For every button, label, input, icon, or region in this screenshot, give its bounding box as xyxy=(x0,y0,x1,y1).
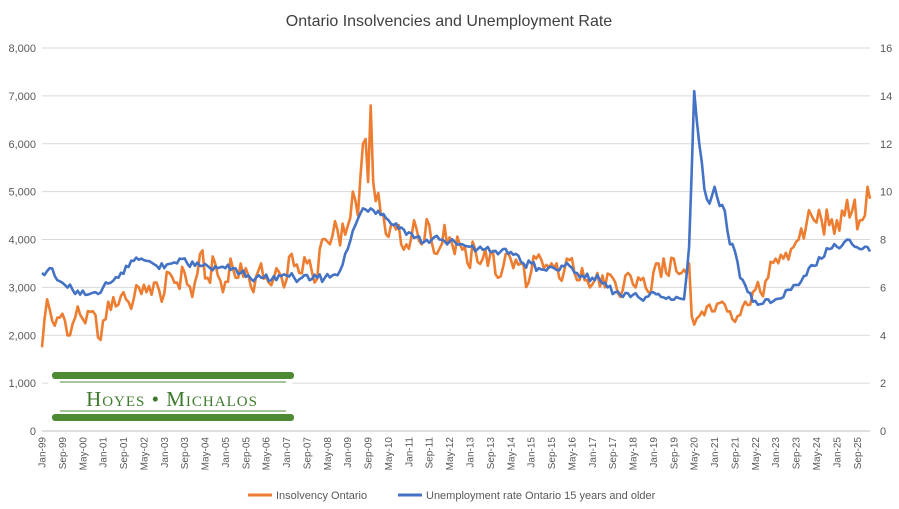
y-right-tick-label: 6 xyxy=(880,282,886,294)
x-tick-label: May-10 xyxy=(384,437,395,471)
x-tick-label: May-16 xyxy=(567,437,578,471)
x-tick-label: May-08 xyxy=(323,437,334,471)
x-tick-label: May-12 xyxy=(445,437,456,471)
y-right-tick-label: 12 xyxy=(880,139,892,151)
y-axis-right: 0 2 4 6 8 10 12 14 16 xyxy=(880,43,892,438)
x-tick-label: Jan-21 xyxy=(710,437,721,468)
legend-label: Unemployment rate Ontario 15 years and o… xyxy=(426,490,656,502)
chart-title: Ontario Insolvencies and Unemployment Ra… xyxy=(286,13,612,30)
x-tick-label: Sep-99 xyxy=(58,437,69,470)
x-tick-label: Jan-07 xyxy=(282,437,293,468)
x-tick-label: May-04 xyxy=(201,437,212,471)
x-tick-label: May-20 xyxy=(690,437,701,471)
y-left-tick-label: 3,000 xyxy=(8,282,36,294)
x-tick-label: Jan-19 xyxy=(649,437,660,468)
logo-text: Hoyes • Michalos xyxy=(86,387,258,411)
y-right-tick-label: 10 xyxy=(880,187,892,199)
x-tick-label: Jan-15 xyxy=(527,437,538,468)
y-left-tick-label: 8,000 xyxy=(8,43,36,55)
x-tick-label: Sep-19 xyxy=(669,437,680,470)
y-right-tick-label: 2 xyxy=(880,378,886,390)
x-tick-label: Sep-23 xyxy=(792,437,803,470)
unemployment-series-line xyxy=(41,89,872,307)
x-tick-label: Sep-17 xyxy=(608,437,619,470)
insolvency-series-line xyxy=(40,104,872,348)
x-tick-label: May-02 xyxy=(139,437,150,471)
x-tick-label: May-06 xyxy=(262,437,273,471)
x-tick-label: Jan-09 xyxy=(343,437,354,468)
x-tick-label: Sep-15 xyxy=(547,437,558,470)
y-left-tick-label: 4,000 xyxy=(8,235,36,247)
y-right-tick-label: 16 xyxy=(880,43,892,55)
y-right-tick-label: 14 xyxy=(880,91,892,103)
y-left-tick-label: 2,000 xyxy=(8,330,36,342)
x-tick-label: Sep-21 xyxy=(730,437,741,470)
y-left-tick-label: 7,000 xyxy=(8,91,36,103)
x-tick-label: Jan-99 xyxy=(38,437,49,468)
x-tick-label: Sep-01 xyxy=(119,437,130,470)
y-left-tick-label: 0 xyxy=(30,426,36,438)
legend-label: Insolvency Ontario xyxy=(276,490,367,502)
x-tick-label: Sep-03 xyxy=(180,437,191,470)
y-left-tick-label: 1,000 xyxy=(8,378,36,390)
x-tick-label: May-00 xyxy=(78,437,89,471)
x-tick-label: May-18 xyxy=(629,437,640,471)
y-axis-left: 0 1,000 2,000 3,000 4,000 5,000 6,000 7,000 8,00… xyxy=(8,43,36,438)
x-tick-label: Jan-03 xyxy=(160,437,171,468)
logo-top-bar xyxy=(52,372,294,379)
y-left-tick-label: 6,000 xyxy=(8,139,36,151)
x-tick-label: May-22 xyxy=(751,437,762,471)
x-tick-label: Sep-13 xyxy=(486,437,497,470)
x-tick-label: Jan-13 xyxy=(466,437,477,468)
logo-bottom-bar xyxy=(52,414,294,421)
y-right-tick-label: 0 xyxy=(880,426,886,438)
legend: Insolvency Ontario Unemployment rate Onta… xyxy=(248,490,656,502)
x-tick-label: Jan-05 xyxy=(221,437,232,468)
x-tick-label: May-14 xyxy=(506,437,517,471)
x-tick-label: Sep-09 xyxy=(364,437,375,470)
y-right-tick-label: 8 xyxy=(880,235,886,247)
x-tick-label: Jan-25 xyxy=(832,437,843,468)
x-tick-label: Jan-23 xyxy=(771,437,782,468)
x-tick-label: May-24 xyxy=(812,437,823,471)
plot-lines xyxy=(40,89,872,348)
x-tick-label: Sep-05 xyxy=(241,437,252,470)
x-tick-label: Jan-11 xyxy=(404,437,415,467)
x-tick-label: Jan-17 xyxy=(588,437,599,468)
hoyes-michalos-logo: Hoyes • Michalos xyxy=(48,365,294,425)
x-tick-label: Sep-07 xyxy=(302,437,313,470)
x-axis: Jan-99 Sep-99 May-00 Jan-01 Sep-01 May-02 Jan-… xyxy=(38,437,864,471)
y-right-tick-label: 4 xyxy=(880,330,886,342)
x-tick-label: Sep-11 xyxy=(425,437,436,469)
x-tick-label: Jan-01 xyxy=(99,437,110,468)
y-left-tick-label: 5,000 xyxy=(8,187,36,199)
x-tick-label: Sep-25 xyxy=(853,437,864,470)
